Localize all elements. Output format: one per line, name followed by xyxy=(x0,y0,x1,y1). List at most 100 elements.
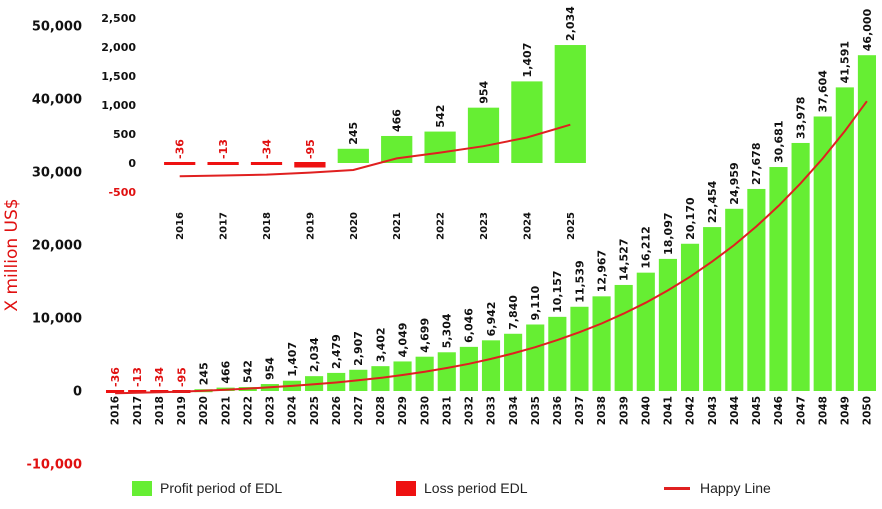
inset-xtick-label: 2024 xyxy=(522,212,533,240)
main-ytick-label: 50,000 xyxy=(32,20,82,35)
main-data-label: 2,907 xyxy=(352,331,365,366)
main-xtick-label: 2026 xyxy=(331,396,343,425)
main-xtick-label: 2036 xyxy=(552,396,564,425)
inset-ytick-label: -500 xyxy=(108,186,136,199)
inset-data-label: 542 xyxy=(434,105,447,128)
main-data-label: 6,046 xyxy=(463,308,476,343)
main-xtick-label: 2027 xyxy=(353,396,365,425)
main-bar-profit xyxy=(548,316,567,391)
inset-xtick-label: 2020 xyxy=(349,212,360,240)
main-data-label: 9,110 xyxy=(529,285,542,320)
main-bar-profit xyxy=(813,116,832,392)
main-data-label: 27,678 xyxy=(750,143,763,185)
main-data-label: 14,527 xyxy=(617,239,630,281)
main-bar-profit xyxy=(614,284,633,391)
legend-swatch-line xyxy=(664,486,690,490)
main-bar-profit xyxy=(835,87,854,392)
main-data-label: 37,604 xyxy=(817,70,830,113)
main-data-label: 18,097 xyxy=(662,212,675,254)
inset-bar-loss xyxy=(207,162,239,165)
main-bar-profit xyxy=(769,167,788,391)
main-data-label: 46,000 xyxy=(861,8,874,51)
main-xtick-label: 2048 xyxy=(817,396,829,425)
legend-item-profit: Profit period of EDL xyxy=(132,477,282,499)
legend-item-loss: Loss period EDL xyxy=(396,477,528,499)
main-xtick-label: 2016 xyxy=(110,396,122,425)
inset-xtick-label: 2018 xyxy=(262,212,273,240)
main-ylabel: X million US$ xyxy=(2,198,22,311)
main-data-label: 3,402 xyxy=(374,327,387,362)
main-xtick-label: 2043 xyxy=(707,396,719,425)
inset-data-label: 245 xyxy=(347,122,360,145)
main-data-label: 954 xyxy=(264,357,277,380)
main-xtick-label: 2035 xyxy=(530,396,542,425)
main-data-label: 24,959 xyxy=(728,162,741,204)
inset-bar-profit xyxy=(424,131,456,163)
inset-xtick-label: 2022 xyxy=(436,212,447,240)
main-data-label: 542 xyxy=(242,360,255,383)
inset-ytick-label: 500 xyxy=(113,128,136,141)
legend-item-line: Happy Line xyxy=(664,477,771,499)
main-data-label: 11,539 xyxy=(573,260,586,302)
main-xtick-label: 2039 xyxy=(618,396,630,425)
main-xtick-label: 2050 xyxy=(862,396,874,425)
inset-bar-profit xyxy=(337,148,369,163)
main-data-label: 33,978 xyxy=(794,97,807,139)
main-data-label: 10,157 xyxy=(551,270,564,312)
main-bar-profit xyxy=(459,346,478,391)
main-data-label: 12,967 xyxy=(595,250,608,292)
main-bar-profit xyxy=(747,188,766,391)
inset-bar-loss xyxy=(250,162,283,165)
inset-data-label: -95 xyxy=(304,139,317,159)
inset-ytick-label: 0 xyxy=(128,157,136,170)
main-xtick-label: 2046 xyxy=(773,396,785,425)
main-happy-line xyxy=(115,100,868,395)
legend-swatch-profit xyxy=(132,480,152,496)
main-xtick-label: 2044 xyxy=(729,396,741,425)
main-bar-profit xyxy=(393,361,412,391)
main-bar-loss xyxy=(105,390,125,393)
inset-xtick-label: 2019 xyxy=(305,212,316,240)
main-bar-profit xyxy=(658,258,677,391)
main-bar-profit xyxy=(636,272,655,391)
main-data-label: 2,479 xyxy=(330,334,343,369)
main-xtick-label: 2029 xyxy=(397,396,409,425)
main-xtick-label: 2034 xyxy=(508,396,520,425)
main-data-label: 6,942 xyxy=(485,302,498,337)
inset-data-label: 954 xyxy=(477,80,490,103)
legend-label-profit: Profit period of EDL xyxy=(160,480,283,496)
main-data-label: -36 xyxy=(109,367,122,387)
main-xtick-label: 2019 xyxy=(176,396,188,425)
main-bar-profit xyxy=(570,306,589,391)
main-ytick-label: 20,000 xyxy=(32,239,82,254)
inset-bar-loss xyxy=(294,162,326,168)
main-data-label: 20,170 xyxy=(684,197,697,240)
main-ytick-label: 30,000 xyxy=(32,166,82,181)
main-data-label: 22,454 xyxy=(706,180,719,223)
main-xtick-label: 2031 xyxy=(441,396,453,425)
main-xtick-label: 2030 xyxy=(419,396,431,425)
inset-ytick-label: 2,000 xyxy=(101,41,136,54)
main-bar-profit xyxy=(437,352,456,391)
main-bar-loss xyxy=(128,390,147,393)
main-bar-profit xyxy=(857,55,877,391)
inset-bar-profit xyxy=(467,107,500,163)
main-data-label: 466 xyxy=(219,360,232,383)
inset-bar-profit xyxy=(554,45,586,163)
main-ytick-label: 0 xyxy=(73,385,82,400)
main-xtick-label: 2042 xyxy=(685,396,697,425)
main-bar-profit xyxy=(680,243,700,391)
main-xtick-label: 2023 xyxy=(265,396,277,425)
inset-ytick-label: 1,000 xyxy=(101,99,136,112)
main-bar-profit xyxy=(504,333,523,391)
inset-xtick-label: 2023 xyxy=(479,212,490,240)
inset-data-label: 2,034 xyxy=(564,6,577,41)
main-data-label: 4,049 xyxy=(396,323,409,358)
main-xtick-label: 2038 xyxy=(596,396,608,425)
main-data-label: 1,407 xyxy=(286,342,299,377)
main-xtick-label: 2024 xyxy=(287,396,299,425)
main-xtick-label: 2041 xyxy=(663,396,675,425)
inset-bar-loss xyxy=(164,162,196,165)
